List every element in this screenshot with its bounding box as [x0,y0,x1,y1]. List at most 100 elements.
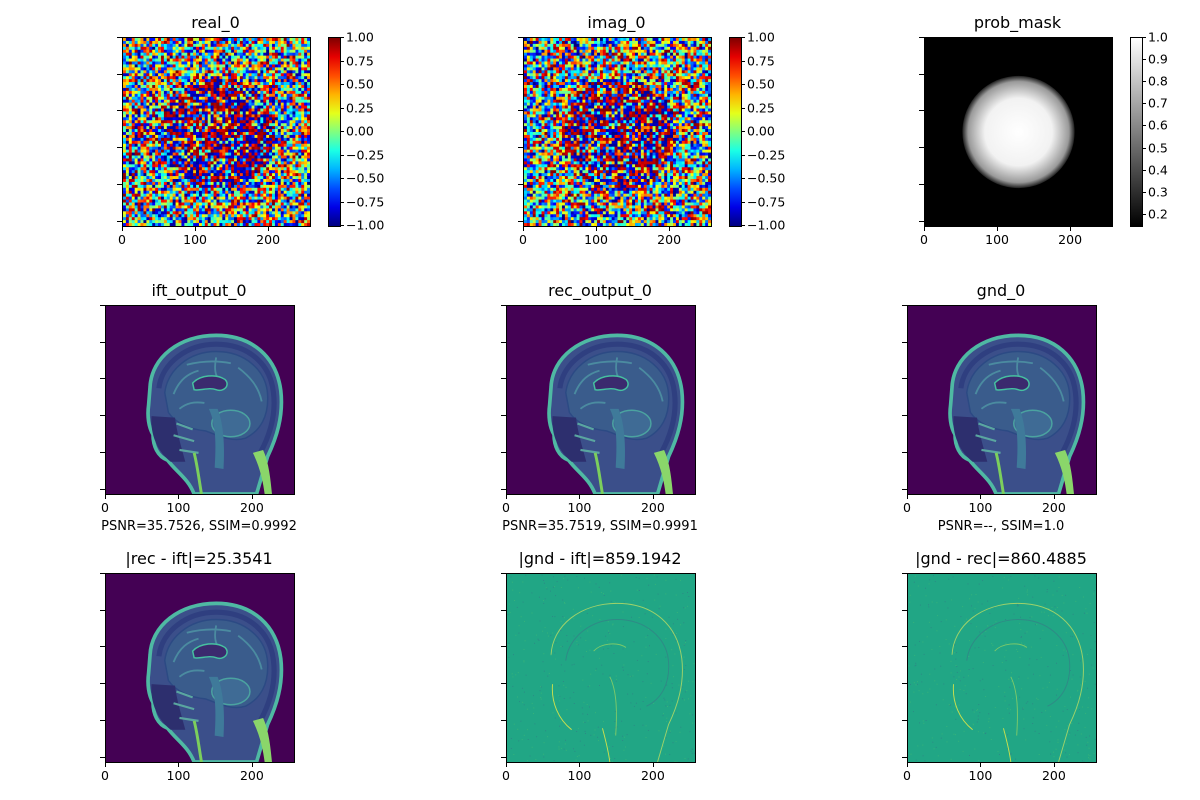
colorbar-tick-label: −1.00 [747,217,786,233]
colorbar-tick-mark [1142,103,1146,105]
x-tick-label: 0 [118,232,126,247]
y-tick-mark [501,341,506,343]
x-tick-label: 0 [519,232,527,247]
x-axis-label: PSNR=35.7526, SSIM=0.9992 [101,519,297,534]
x-axis-label: PSNR=--, SSIM=1.0 [937,519,1065,534]
y-tick-mark [501,573,506,574]
x-tick-label: 0 [101,500,109,515]
colorbar-tick-label: 1.00 [346,29,374,45]
subplot-title: ift_output_0 [151,281,247,300]
subplot-title: gnd_0 [976,281,1026,300]
x-tick-mark [579,762,581,767]
y-tick-mark [518,183,523,185]
x-tick-label: 100 [968,768,993,783]
y-tick-mark [501,719,506,721]
y-tick-mark [117,183,122,185]
y-tick-mark [100,609,105,611]
colorbar [1130,37,1143,227]
colorbar-tick-mark [741,107,745,109]
y-tick-mark [501,488,506,490]
y-tick-mark [100,451,105,453]
y-tick-mark [501,415,506,417]
y-tick-mark [919,73,924,75]
colorbar-tick-mark [340,225,344,226]
x-tick-mark [251,762,253,767]
x-tick-label: 100 [968,500,993,515]
x-tick-mark [652,494,654,499]
y-tick-mark [501,683,506,685]
x-tick-mark [596,226,598,231]
x-tick-mark [1053,762,1055,767]
heatmap-image [105,573,295,763]
y-tick-mark [902,719,907,721]
x-tick-mark [195,226,197,231]
colorbar-tick-mark [340,37,344,38]
colorbar-tick-mark [340,201,344,203]
colorbar-tick-mark [1142,81,1146,83]
colorbar-tick-label: 1.0 [1148,29,1168,45]
x-tick-mark [506,762,507,767]
colorbar-tick-mark [741,225,745,226]
colorbar-tick-mark [741,37,745,38]
y-tick-mark [100,683,105,685]
colorbar-tick-label: 0.50 [747,76,775,92]
x-tick-label: 200 [239,500,264,515]
x-tick-mark [907,762,908,767]
x-tick-label: 100 [584,232,608,247]
subplot-title: |gnd - rec|=860.4885 [915,549,1087,568]
x-tick-label: 0 [903,768,911,783]
x-tick-label: 100 [183,232,207,247]
colorbar-tick-mark [741,84,745,85]
x-tick-label: 100 [567,768,592,783]
colorbar-tick-mark [1142,147,1146,149]
x-tick-mark [122,226,123,231]
colorbar-tick-label: 0.75 [346,53,374,68]
y-tick-mark [902,305,907,306]
y-tick-mark [518,147,523,149]
x-tick-label: 200 [256,232,281,247]
colorbar-tick-mark [741,201,745,203]
x-tick-mark [980,494,982,499]
colorbar-tick-label: −0.25 [747,147,786,162]
subplot-title: real_0 [191,13,240,32]
heatmap-image [907,305,1097,495]
y-tick-mark [518,73,523,75]
colorbar [328,37,341,227]
colorbar-tick-mark [340,131,344,132]
y-tick-mark [100,573,105,574]
x-tick-label: 200 [1041,500,1066,515]
colorbar-tick-label: 0.6 [1148,117,1168,133]
colorbar-tick-mark [1142,59,1146,61]
y-tick-mark [518,37,523,38]
x-tick-label: 100 [166,500,191,515]
subplot-title: |gnd - ift|=859.1942 [518,549,682,568]
heatmap-image [924,37,1113,227]
colorbar-tick-mark [1142,37,1146,38]
colorbar-tick-label: −0.50 [346,170,385,186]
colorbar-tick-label: 0.00 [747,123,775,139]
y-tick-mark [100,646,105,648]
colorbar-tick-label: 0.00 [346,123,374,139]
x-tick-mark [178,762,180,767]
y-tick-mark [518,110,523,112]
colorbar-tick-mark [340,154,344,156]
x-tick-mark [1053,494,1055,499]
colorbar-tick-label: −0.50 [747,170,786,186]
heatmap-image [506,573,696,763]
y-tick-mark [501,646,506,648]
y-tick-mark [117,110,122,112]
x-tick-label: 200 [1041,768,1066,783]
colorbar-tick-label: −1.00 [346,217,385,233]
x-tick-label: 100 [567,500,592,515]
y-tick-mark [902,488,907,490]
subplot-title: |rec - ift|=25.3541 [125,549,273,568]
y-tick-mark [518,220,523,222]
x-tick-label: 0 [502,500,510,515]
y-tick-mark [902,646,907,648]
colorbar-tick-label: −0.25 [346,147,385,162]
x-tick-mark [523,226,524,231]
x-tick-mark [924,226,925,231]
y-tick-mark [919,147,924,149]
x-tick-mark [105,494,106,499]
